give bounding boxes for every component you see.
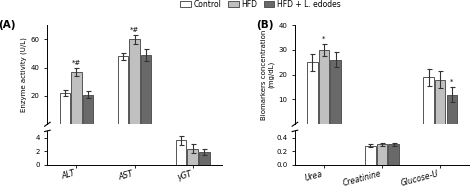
- Bar: [319, 50, 329, 124]
- Legend: Control, HFD, HFD + L. edodes: Control, HFD, HFD + L. edodes: [180, 0, 341, 9]
- Bar: [199, 152, 210, 165]
- Bar: [377, 145, 387, 165]
- Text: *#: *#: [130, 27, 139, 33]
- Bar: [83, 94, 93, 124]
- Y-axis label: Biomarkers concentration
(mg/dL): Biomarkers concentration (mg/dL): [261, 29, 274, 120]
- Bar: [435, 80, 446, 124]
- Bar: [71, 72, 82, 124]
- Bar: [141, 55, 151, 124]
- Bar: [187, 149, 198, 165]
- Bar: [118, 56, 128, 124]
- Bar: [129, 39, 140, 124]
- Text: *: *: [450, 79, 454, 85]
- Bar: [176, 140, 186, 165]
- Bar: [330, 60, 341, 124]
- Bar: [389, 145, 399, 165]
- Text: (B): (B): [256, 20, 274, 30]
- Bar: [423, 77, 434, 124]
- Bar: [447, 94, 457, 124]
- Y-axis label: Enzyme activity (U/L): Enzyme activity (U/L): [20, 37, 27, 112]
- Text: (A): (A): [0, 20, 16, 30]
- Text: *#: *#: [72, 60, 81, 66]
- Text: *: *: [322, 35, 326, 41]
- Bar: [307, 62, 318, 124]
- Bar: [365, 146, 376, 165]
- Bar: [60, 93, 70, 124]
